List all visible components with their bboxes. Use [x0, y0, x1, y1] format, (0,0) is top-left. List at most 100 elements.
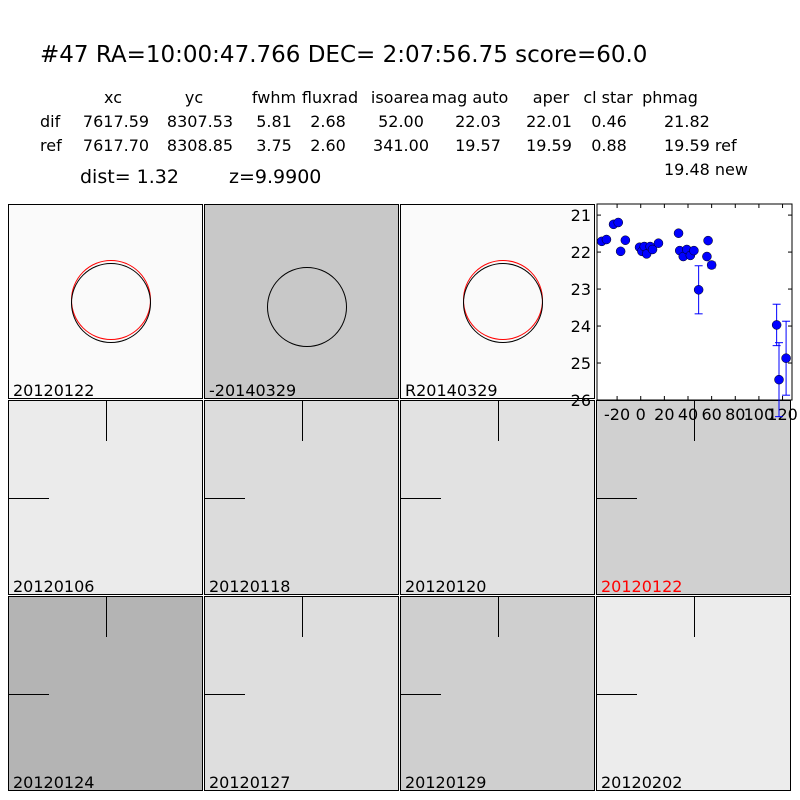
phmag-new: 19.48 new — [664, 160, 748, 179]
image-stamp: R20140329 — [400, 204, 595, 399]
table-cell: 2.68 — [310, 112, 346, 131]
image-stamp: 20120106 — [8, 400, 203, 595]
data-point — [703, 235, 713, 246]
x-tick-label: 120 — [767, 405, 798, 424]
y-tick-label: 24 — [571, 317, 591, 336]
column-header: yc — [184, 88, 204, 107]
stamp-label: 20120202 — [601, 773, 683, 791]
column-header: mag auto — [431, 88, 509, 107]
x-tick-label: 40 — [678, 405, 698, 424]
crosshair-vertical — [106, 401, 107, 441]
aperture-circle-black — [267, 267, 347, 347]
table-cell: 19.59 ref — [664, 136, 737, 155]
data-point — [615, 246, 626, 257]
table-cell: 7617.59 — [82, 112, 150, 131]
crosshair-horizontal — [9, 498, 49, 499]
crosshair-vertical — [302, 597, 303, 637]
aperture-circle-black — [463, 263, 543, 343]
stamp-label: -20140329 — [209, 381, 297, 399]
stamp-label: 20120106 — [13, 577, 95, 595]
data-point — [771, 320, 782, 330]
data-point — [702, 251, 712, 262]
crosshair-vertical — [498, 597, 499, 637]
y-tick-label: 26 — [571, 391, 591, 410]
data-point — [601, 234, 612, 245]
crosshair-horizontal — [597, 498, 637, 499]
stamp-label: 20120118 — [209, 577, 291, 595]
x-tick-label: 20 — [654, 405, 674, 424]
y-tick-label: 22 — [571, 243, 591, 262]
table-cell: 19.57 — [455, 136, 501, 155]
x-tick-label: 80 — [725, 405, 745, 424]
row-label: ref — [40, 136, 62, 155]
crosshair-vertical — [694, 401, 695, 441]
stamp-label: R20140329 — [405, 381, 498, 399]
crosshair-horizontal — [205, 498, 245, 499]
stamp-label: 20120129 — [405, 773, 487, 791]
column-header: fluxrad — [301, 88, 359, 107]
z-value: z=9.9900 — [229, 166, 322, 188]
x-tick-label: 60 — [701, 405, 721, 424]
aperture-circle-black — [71, 263, 151, 343]
image-stamp: 20120122 — [8, 204, 203, 399]
table-cell: 8308.85 — [166, 136, 234, 155]
image-stamp: 20120124 — [8, 596, 203, 791]
crosshair-horizontal — [597, 694, 637, 695]
data-point — [774, 374, 784, 385]
image-stamp: 20120122 — [596, 400, 791, 595]
data-point — [647, 244, 658, 255]
data-point — [693, 285, 704, 295]
x-tick-label: 0 — [636, 405, 646, 424]
stamp-label: 20120124 — [13, 773, 95, 791]
table-cell: 52.00 — [378, 112, 424, 131]
data-point — [781, 353, 791, 363]
x-tick-label: -20 — [604, 405, 630, 424]
row-label: dif — [40, 112, 61, 131]
table-cell: 22.01 — [526, 112, 572, 131]
y-tick-label: 21 — [571, 206, 591, 225]
column-header: xc — [104, 88, 122, 107]
crosshair-horizontal — [401, 694, 441, 695]
data-point — [673, 228, 684, 238]
column-header: aper — [532, 88, 570, 107]
table-cell: 2.60 — [310, 136, 346, 155]
crosshair-horizontal — [9, 694, 49, 695]
table-cell: 3.75 — [256, 136, 292, 155]
plot-area — [596, 203, 793, 401]
table-cell: 8307.53 — [166, 112, 234, 131]
table-cell: 341.00 — [373, 136, 429, 155]
table-cell: 7617.70 — [82, 136, 150, 155]
table-cell: 19.59 — [526, 136, 572, 155]
image-stamp: -20140329 — [204, 204, 399, 399]
data-point — [653, 238, 664, 248]
crosshair-horizontal — [205, 694, 245, 695]
dist-value: dist= 1.32 — [80, 166, 179, 188]
data-point — [706, 260, 717, 270]
column-header: cl star — [583, 88, 633, 107]
image-stamp: 20120127 — [204, 596, 399, 791]
stamp-label: 20120120 — [405, 577, 487, 595]
image-stamp: 20120120 — [400, 400, 595, 595]
image-stamp: 20120118 — [204, 400, 399, 595]
data-point — [620, 235, 631, 245]
image-stamp: 20120202 — [596, 596, 791, 791]
crosshair-vertical — [106, 597, 107, 637]
column-header: fwhm — [251, 88, 297, 107]
y-tick-label: 25 — [571, 354, 591, 373]
stamp-label: 20120122 — [13, 381, 95, 399]
table-cell: 5.81 — [256, 112, 292, 131]
table-cell: 0.88 — [591, 136, 627, 155]
crosshair-vertical — [694, 597, 695, 637]
x-tick-label: 100 — [744, 405, 775, 424]
column-header: phmag — [642, 88, 698, 107]
crosshair-horizontal — [401, 498, 441, 499]
table-cell: 21.82 — [664, 112, 710, 131]
crosshair-vertical — [498, 401, 499, 441]
image-stamp: 20120129 — [400, 596, 595, 791]
data-point — [613, 217, 624, 228]
stamp-label: 20120127 — [209, 773, 291, 791]
column-header: isoarea — [370, 88, 430, 107]
stamp-label: 20120122 — [601, 577, 683, 595]
figure-title: #47 RA=10:00:47.766 DEC= 2:07:56.75 scor… — [40, 42, 648, 68]
